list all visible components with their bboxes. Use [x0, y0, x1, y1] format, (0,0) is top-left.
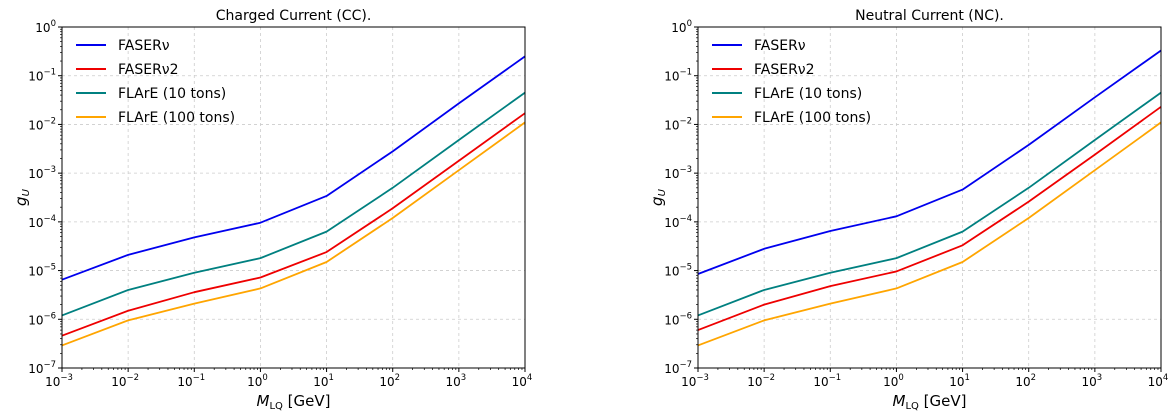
y-axis-ticks: 10−7 10−6 10−5 10−4 10−3 10−2 10−1 100: [664, 19, 698, 376]
x-tick-label: 10−3: [681, 373, 709, 389]
gridlines: [697, 26, 1162, 369]
x-axis-label: MLQ [GeV]: [893, 392, 967, 412]
x-tick-label: 100: [883, 373, 904, 389]
legend-label-1: FASERν: [118, 38, 170, 54]
y-tick-label: 10−5: [664, 263, 692, 279]
series-line-3: [61, 91, 526, 317]
x-tick-label: 10−1: [177, 373, 205, 389]
y-tick-label: 10−6: [28, 311, 56, 327]
y-tick-label: 100: [671, 19, 692, 35]
legend: FASERν FASERν2 FLArE (10 tons) FLArE (100 t…: [712, 38, 871, 126]
chart-title: Neutral Current (NC).: [855, 8, 1004, 24]
x-tick-label: 104: [1148, 373, 1169, 389]
x-axis-label: MLQ [GeV]: [257, 392, 331, 412]
x-tick-label: 101: [313, 373, 334, 389]
series-line-2: [61, 112, 526, 337]
y-axis-label: gU: [12, 188, 32, 206]
x-axis-ticks: 10−3 10−2 10−1 100 101 102 103 104: [681, 368, 1168, 389]
x-tick-label: 103: [446, 373, 467, 389]
y-tick-label: 10−3: [28, 165, 56, 181]
y-tick-label: 10−2: [28, 116, 56, 132]
series-line-1: [61, 55, 526, 281]
plot-frame: [697, 26, 1162, 369]
legend-label-3: FLArE (10 tons): [754, 86, 862, 102]
series-line-3: [697, 91, 1162, 317]
gridlines: [61, 26, 526, 369]
legend-label-2: FASERν2: [118, 62, 179, 78]
x-tick-label: 102: [1015, 373, 1036, 389]
legend-label-2: FASERν2: [754, 62, 815, 78]
x-tick-label: 101: [949, 373, 970, 389]
chart-panel-1: 10−3 10−2 10−1 100 101 102 103 10410−710−610−51…: [12, 8, 532, 412]
y-tick-label: 10−2: [664, 116, 692, 132]
y-tick-label: 10−6: [664, 311, 692, 327]
y-tick-label: 10−7: [28, 360, 56, 376]
x-tick-label: 10−3: [45, 373, 73, 389]
y-tick-label: 10−4: [664, 214, 692, 230]
y-tick-label: 10−1: [28, 68, 56, 84]
y-tick-label: 100: [35, 19, 56, 35]
chart-title: Charged Current (CC).: [216, 8, 372, 24]
x-tick-label: 10−2: [747, 373, 775, 389]
series-line-4: [697, 121, 1162, 347]
chart-panel-2: 10−3 10−2 10−1 100 101 102 103 10410−710−610−51…: [648, 8, 1168, 412]
legend-label-4: FLArE (100 tons): [754, 110, 871, 126]
legend-label-1: FASERν: [754, 38, 806, 54]
legend-label-4: FLArE (100 tons): [118, 110, 235, 126]
x-axis-ticks: 10−3 10−2 10−1 100 101 102 103 104: [45, 368, 532, 389]
y-axis-ticks: 10−7 10−6 10−5 10−4 10−3 10−2 10−1 100: [28, 19, 62, 376]
y-tick-label: 10−5: [28, 263, 56, 279]
x-tick-label: 10−2: [111, 373, 139, 389]
x-tick-label: 10−1: [813, 373, 841, 389]
x-tick-label: 104: [512, 373, 533, 389]
y-tick-label: 10−4: [28, 214, 56, 230]
plot-frame: [61, 26, 526, 369]
x-tick-label: 102: [379, 373, 400, 389]
series-line-1: [697, 49, 1162, 275]
series-line-2: [697, 106, 1162, 331]
y-tick-label: 10−3: [664, 165, 692, 181]
series-line-4: [61, 121, 526, 347]
y-tick-label: 10−1: [664, 68, 692, 84]
y-axis-label: gU: [648, 188, 668, 206]
x-tick-label: 100: [247, 373, 268, 389]
x-tick-label: 103: [1082, 373, 1103, 389]
legend: FASERν FASERν2 FLArE (10 tons) FLArE (100 t…: [76, 38, 235, 126]
y-tick-label: 10−7: [664, 360, 692, 376]
legend-label-3: FLArE (10 tons): [118, 86, 226, 102]
